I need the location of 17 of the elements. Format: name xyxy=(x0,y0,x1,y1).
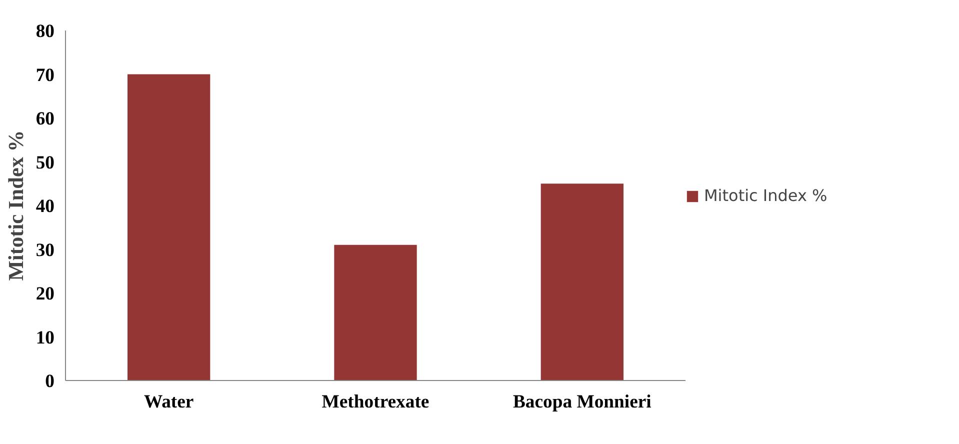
bar xyxy=(540,184,624,380)
y-tick-label: 10 xyxy=(36,327,54,348)
legend-label: Mitotic Index % xyxy=(704,186,828,205)
y-tick-label: 20 xyxy=(36,284,54,304)
y-axis-title: Mitotic Index % xyxy=(4,130,28,281)
y-tick-label: 50 xyxy=(36,152,54,174)
y-tick-label: 80 xyxy=(36,21,54,42)
y-tick-label: 0 xyxy=(45,371,54,392)
bar xyxy=(128,74,210,380)
x-tick-label: Water xyxy=(144,392,194,412)
y-tick-label: 30 xyxy=(36,240,54,261)
y-tick-label: 70 xyxy=(36,64,54,86)
x-tick-label: Bacopa Monnieri xyxy=(512,392,652,412)
y-tick-label: 40 xyxy=(36,196,54,217)
y-tick-label: 60 xyxy=(36,108,54,130)
bar xyxy=(334,244,417,380)
x-tick-label: Methotrexate xyxy=(322,392,430,412)
